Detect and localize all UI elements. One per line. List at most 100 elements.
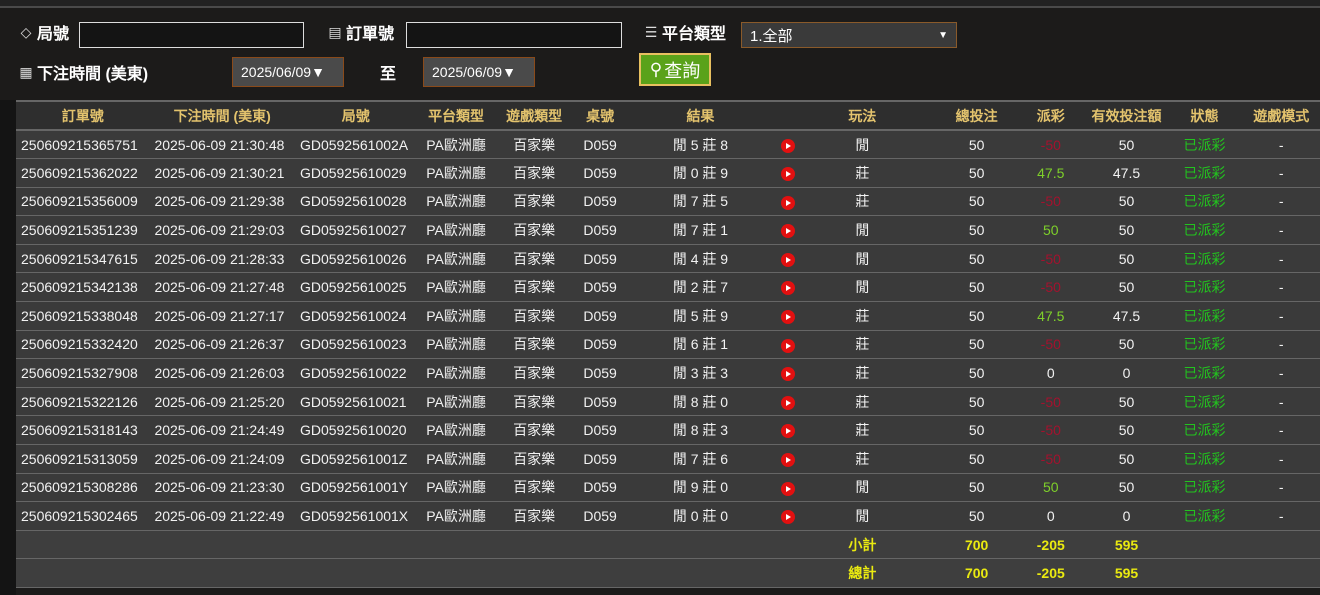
play-video-icon[interactable] xyxy=(780,281,795,296)
order-no-cell: 250609215356009 xyxy=(16,187,150,217)
play-video-icon[interactable] xyxy=(780,252,795,267)
order-label: ▤ 訂單號 xyxy=(327,20,394,44)
play-video-icon[interactable] xyxy=(780,224,795,239)
status-cell: 已派彩 xyxy=(1182,130,1227,160)
play-cell: 閒 xyxy=(802,501,923,531)
play-cell: 莊 xyxy=(802,415,923,446)
play-video-icon[interactable] xyxy=(780,310,795,324)
platform-cell: PA歐洲廳 xyxy=(416,187,496,217)
game-type-cell: 百家樂 xyxy=(495,187,573,217)
total-bet-cell: 50 xyxy=(922,444,1032,474)
order-no-cell: 250609215302465 xyxy=(16,501,150,531)
total-bet-cell: 50 xyxy=(922,358,1032,388)
desk-no-cell: D059 xyxy=(572,501,628,531)
platform-select[interactable]: 1.全部 ▼ xyxy=(741,22,957,48)
summary-label: 小計 xyxy=(802,530,923,560)
play-video-icon[interactable] xyxy=(780,481,795,496)
video-cell xyxy=(773,444,803,474)
round-no-cell: GD05925610022 xyxy=(294,358,417,388)
date-from-select[interactable]: 2025/06/09▼ xyxy=(232,57,344,87)
play-video-icon[interactable] xyxy=(780,395,795,410)
summary-valid-bet: 595 xyxy=(1070,530,1183,560)
result-cell: 閒 7 莊 1 xyxy=(627,215,774,245)
payout-cell: -50 xyxy=(1031,187,1071,217)
play-video-icon[interactable] xyxy=(780,138,795,153)
bet-time-cell: 2025-06-09 21:24:09 xyxy=(149,444,295,474)
summary-payout: -205 xyxy=(1031,558,1071,588)
bet-time-cell: 2025-06-09 21:27:17 xyxy=(149,301,295,331)
video-cell xyxy=(773,387,803,417)
summary-total-bet: 700 xyxy=(922,530,1032,560)
search-button[interactable]: ⚲ 查詢 xyxy=(639,53,711,86)
play-cell: 莊 xyxy=(802,444,923,474)
play-video-icon[interactable] xyxy=(780,510,795,525)
game-mode-cell: - xyxy=(1226,187,1320,217)
play-cell: 莊 xyxy=(802,358,923,388)
valid-bet-cell: 50 xyxy=(1070,244,1183,274)
game-type-cell: 百家樂 xyxy=(495,301,573,331)
order-input[interactable] xyxy=(406,22,622,48)
platform-cell: PA歐洲廳 xyxy=(416,272,496,303)
game-type-cell: 百家樂 xyxy=(495,215,573,245)
bet-time-cell: 2025-06-09 21:23:30 xyxy=(149,473,295,503)
valid-bet-cell: 50 xyxy=(1070,187,1183,217)
table-row: 250609215332420 2025-06-09 21:26:37 GD0592… xyxy=(16,330,1320,360)
payout-cell: -50 xyxy=(1031,130,1071,160)
table-row: 250609215322126 2025-06-09 21:25:20 GD0592… xyxy=(16,387,1320,417)
desk-no-cell: D059 xyxy=(572,415,628,446)
date-to-select[interactable]: 2025/06/09▼ xyxy=(423,57,535,87)
game-mode-cell: - xyxy=(1226,158,1320,188)
bet-time-cell: 2025-06-09 21:26:37 xyxy=(149,330,295,360)
play-cell: 莊 xyxy=(802,301,923,331)
desk-no-cell: D059 xyxy=(572,444,628,474)
bet-table: 訂單號 下注時間 (美東) 局號 平台類型 遊戲類型 桌號 結果 玩法 總投注 派彩 有效投注額 狀態… xyxy=(16,100,1320,588)
result-cell: 閒 9 莊 0 xyxy=(627,473,774,503)
bet-time-cell: 2025-06-09 21:24:49 xyxy=(149,415,295,446)
game-mode-cell: - xyxy=(1226,444,1320,474)
status-cell: 已派彩 xyxy=(1182,244,1227,274)
summary-payout: -205 xyxy=(1031,530,1071,560)
play-cell: 閒 xyxy=(802,272,923,303)
payout-cell: 47.5 xyxy=(1031,301,1071,331)
video-cell xyxy=(773,330,803,360)
result-cell: 閒 3 莊 3 xyxy=(627,358,774,388)
payout-cell: -50 xyxy=(1031,272,1071,303)
game-type-cell: 百家樂 xyxy=(495,444,573,474)
status-cell: 已派彩 xyxy=(1182,473,1227,503)
empty-cell xyxy=(572,558,628,588)
order-label-text: 訂單號 xyxy=(346,26,395,43)
status-cell: 已派彩 xyxy=(1182,158,1227,188)
table-row: 250609215342138 2025-06-09 21:27:48 GD0592… xyxy=(16,272,1320,303)
video-cell xyxy=(773,358,803,388)
play-video-icon[interactable] xyxy=(780,367,795,382)
valid-bet-cell: 0 xyxy=(1070,501,1183,531)
game-type-cell: 百家樂 xyxy=(495,272,573,303)
status-cell: 已派彩 xyxy=(1182,387,1227,417)
total-bet-cell: 50 xyxy=(922,301,1032,331)
empty-cell xyxy=(773,558,803,588)
round-no-cell: GD05925610028 xyxy=(294,187,417,217)
play-video-icon[interactable] xyxy=(780,424,795,439)
result-cell: 閒 5 莊 8 xyxy=(627,130,774,160)
valid-bet-cell: 50 xyxy=(1070,387,1183,417)
video-cell xyxy=(773,187,803,217)
total-bet-cell: 50 xyxy=(922,158,1032,188)
play-video-icon[interactable] xyxy=(780,452,795,467)
platform-cell: PA歐洲廳 xyxy=(416,387,496,417)
platform-cell: PA歐洲廳 xyxy=(416,473,496,503)
column-header: 訂單號 xyxy=(16,102,150,131)
empty-cell xyxy=(294,558,417,588)
round-input[interactable] xyxy=(79,22,304,48)
empty-cell xyxy=(149,558,295,588)
date-to-value: 2025/06/09▼ xyxy=(432,64,516,80)
table-row: 250609215308286 2025-06-09 21:23:30 GD0592… xyxy=(16,473,1320,503)
empty-cell xyxy=(1182,530,1227,560)
play-video-icon[interactable] xyxy=(780,338,795,353)
play-video-icon[interactable] xyxy=(780,167,795,182)
game-mode-cell: - xyxy=(1226,330,1320,360)
order-no-cell: 250609215347615 xyxy=(16,244,150,274)
play-video-icon[interactable] xyxy=(780,195,795,210)
game-mode-cell: - xyxy=(1226,387,1320,417)
platform-cell: PA歐洲廳 xyxy=(416,158,496,188)
round-no-cell: GD0592561002A xyxy=(294,130,417,160)
